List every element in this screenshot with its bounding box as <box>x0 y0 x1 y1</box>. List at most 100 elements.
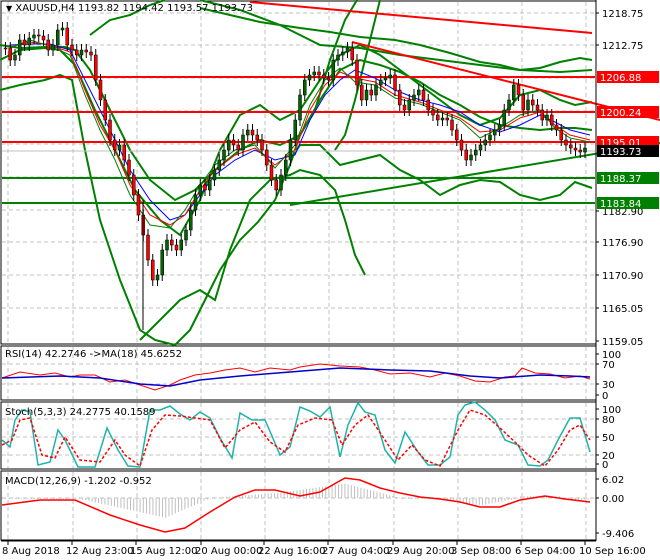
candle[interactable] <box>364 89 369 101</box>
candle[interactable] <box>322 74 326 79</box>
candle[interactable] <box>94 54 98 81</box>
candle[interactable] <box>170 239 174 246</box>
candle[interactable] <box>122 144 126 161</box>
candle[interactable] <box>231 139 236 146</box>
candle[interactable] <box>469 154 473 161</box>
candle[interactable] <box>274 179 278 191</box>
candle[interactable] <box>37 34 41 37</box>
candle[interactable] <box>279 174 283 191</box>
candle[interactable] <box>108 119 112 141</box>
candle[interactable] <box>402 104 407 111</box>
candle[interactable] <box>41 35 46 41</box>
candle[interactable] <box>569 144 573 149</box>
candle[interactable] <box>51 44 55 51</box>
candle[interactable] <box>8 47 12 61</box>
candle[interactable] <box>421 89 426 101</box>
candle[interactable] <box>488 134 492 141</box>
candle[interactable] <box>198 184 202 196</box>
candle[interactable] <box>445 117 449 121</box>
candle[interactable] <box>46 39 50 51</box>
candle[interactable] <box>70 44 74 51</box>
candle[interactable] <box>84 49 88 53</box>
candle[interactable] <box>269 164 274 181</box>
candle[interactable] <box>559 129 563 141</box>
rsi-plot[interactable] <box>1 363 591 391</box>
candle[interactable] <box>103 99 107 121</box>
price-plot[interactable] <box>0 0 660 347</box>
candle[interactable] <box>13 54 17 61</box>
trendline-upper-resistance[interactable] <box>249 1 593 34</box>
candle[interactable] <box>265 149 269 166</box>
candle[interactable] <box>550 114 554 126</box>
candle[interactable] <box>521 94 525 111</box>
candle[interactable] <box>383 77 388 81</box>
candle[interactable] <box>398 89 402 106</box>
candle[interactable] <box>526 99 530 111</box>
candle[interactable] <box>22 39 27 46</box>
candle[interactable] <box>284 159 288 176</box>
candle[interactable] <box>317 71 321 76</box>
candle[interactable] <box>27 37 31 46</box>
candle[interactable] <box>113 139 117 151</box>
candle[interactable] <box>436 114 440 121</box>
candle[interactable] <box>146 234 150 261</box>
candle[interactable] <box>193 194 198 211</box>
candle[interactable] <box>393 74 397 91</box>
candle[interactable] <box>431 109 435 116</box>
candle[interactable] <box>246 129 250 136</box>
stochastic-plot[interactable] <box>1 401 591 468</box>
candle[interactable] <box>507 99 511 111</box>
candle[interactable] <box>336 54 340 61</box>
candle[interactable] <box>417 89 421 96</box>
candle[interactable] <box>222 149 226 161</box>
candle[interactable] <box>412 94 416 101</box>
candle[interactable] <box>65 27 69 46</box>
candle[interactable] <box>478 144 483 151</box>
candle[interactable] <box>516 84 521 96</box>
candle[interactable] <box>440 117 445 121</box>
candle[interactable] <box>355 59 359 86</box>
candle[interactable] <box>307 74 312 81</box>
candle[interactable] <box>98 79 103 101</box>
candle[interactable] <box>474 149 478 156</box>
candle[interactable] <box>132 174 136 196</box>
candle[interactable] <box>426 99 430 111</box>
candle[interactable] <box>160 249 164 276</box>
candle[interactable] <box>312 71 316 76</box>
candle[interactable] <box>174 244 179 251</box>
candle[interactable] <box>298 94 302 121</box>
candle[interactable] <box>75 49 79 56</box>
candle[interactable] <box>535 104 540 111</box>
candle[interactable] <box>288 139 293 161</box>
candle[interactable] <box>117 144 122 151</box>
candle[interactable] <box>293 119 297 141</box>
candle[interactable] <box>151 259 155 281</box>
candle[interactable] <box>241 134 245 151</box>
candle[interactable] <box>578 149 582 153</box>
candle[interactable] <box>450 119 454 131</box>
candle[interactable] <box>545 114 549 121</box>
candle[interactable] <box>60 27 65 31</box>
candle[interactable] <box>493 129 497 136</box>
candle[interactable] <box>189 209 193 231</box>
candle[interactable] <box>32 34 36 39</box>
candle[interactable] <box>379 79 383 86</box>
candle[interactable] <box>540 109 544 121</box>
candle[interactable] <box>497 124 502 131</box>
candle[interactable] <box>459 139 464 151</box>
candle[interactable] <box>165 239 169 251</box>
candle[interactable] <box>155 274 160 281</box>
candle[interactable] <box>303 79 307 96</box>
candle[interactable] <box>212 169 217 181</box>
candle[interactable] <box>255 134 259 141</box>
macd-plot[interactable] <box>1 477 591 533</box>
candle[interactable] <box>18 39 22 56</box>
candle[interactable] <box>502 109 506 126</box>
candle[interactable] <box>236 144 240 151</box>
candle[interactable] <box>179 239 183 251</box>
candle[interactable] <box>79 49 84 56</box>
candle[interactable] <box>250 129 255 136</box>
candle[interactable] <box>554 124 559 131</box>
candle[interactable] <box>464 149 468 161</box>
